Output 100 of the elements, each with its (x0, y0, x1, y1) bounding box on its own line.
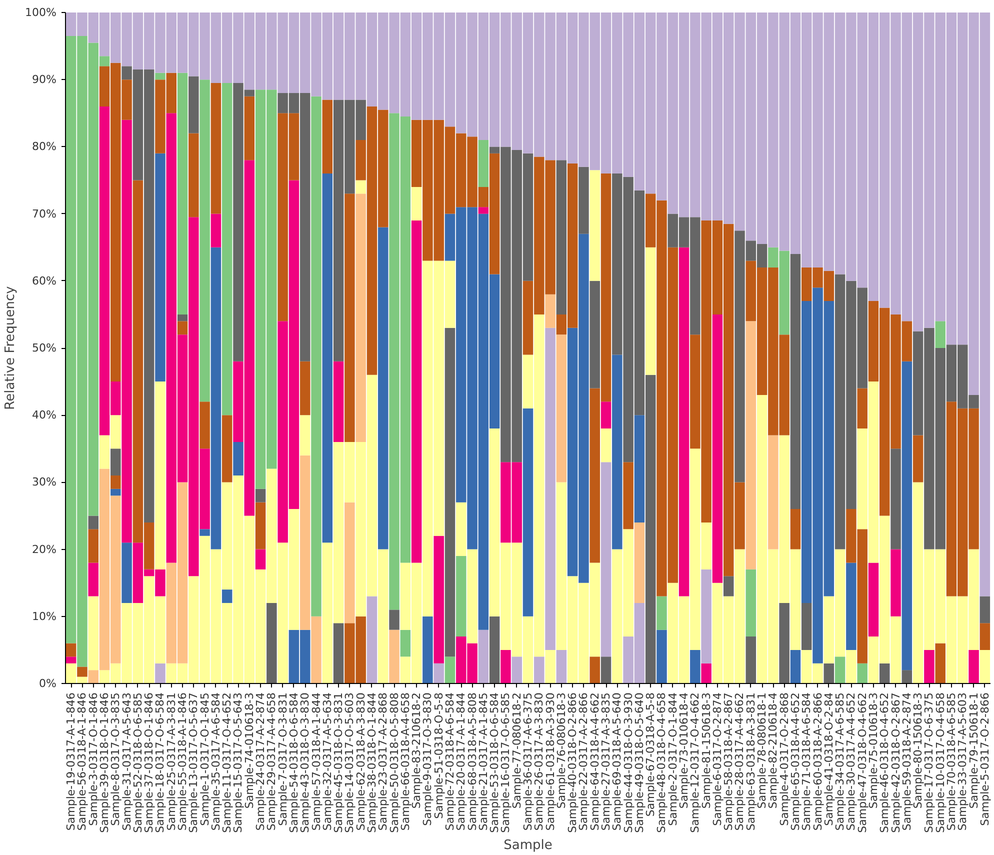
bar (478, 207, 489, 214)
y-tick-label: 50% (32, 342, 57, 354)
bar (110, 488, 121, 496)
x-tick-label: Sample-62-0318-A-3-830 (354, 692, 368, 831)
bar (333, 623, 344, 684)
x-tick-label: Sample-29-0317-A-4-658 (265, 692, 278, 831)
x-tick-label: Sample-31-0317-A-5-643 (120, 692, 134, 831)
x-tick-label: Sample-20-0317-A-1-844 (454, 692, 468, 831)
bar (489, 616, 500, 684)
x-tick-label: Sample-44-0318-O-3-930 (622, 692, 635, 833)
x-tick-label: Sample-75-010618-3 (866, 692, 880, 809)
x-tick-label: Sample-1-0317-O-1-845 (198, 692, 212, 826)
bar (378, 227, 388, 550)
x-tick-label: Sample-60-0318-A-2-866 (811, 692, 824, 831)
x-tick-label: Sample-16-0317-O-6-585 (499, 692, 512, 833)
bar (222, 590, 232, 603)
bar (968, 650, 979, 684)
x-tick-label: Sample-81-150618-3 (700, 692, 713, 809)
x-tick-label: Sample-10-0317-O-4-658 (934, 692, 947, 833)
bar (522, 408, 534, 616)
bar (188, 133, 199, 218)
bar (122, 542, 132, 603)
x-tick-label: Sample-12-0317-O-4-662 (688, 692, 702, 833)
bar (155, 153, 166, 382)
bar (444, 656, 456, 684)
bar (356, 194, 366, 442)
bar (790, 509, 801, 550)
bar (200, 80, 210, 402)
x-tick-label: Sample-83-210618-2 (410, 692, 424, 809)
x-tick-label: Sample-35-0317-A-6-584 (209, 692, 222, 831)
y-tick-label: 40% (32, 408, 57, 422)
bar (422, 616, 433, 684)
bar (556, 160, 567, 314)
x-tick-label: Sample-68-0318-A-5-808 (466, 692, 479, 831)
x-tick-label: Sample-67-0318-A-5-8 (644, 692, 658, 817)
bar (623, 462, 634, 530)
bar (188, 76, 199, 134)
bar (255, 488, 266, 502)
x-tick-label: Sample-30-0317-A-4-652 (844, 692, 858, 831)
x-tick-label: Sample-57-0318-A-1-844 (310, 692, 323, 831)
y-tick-label: 0% (39, 677, 56, 690)
bar (66, 643, 76, 657)
x-tick-label: Sample-52-0318-O-6-585 (131, 692, 144, 833)
x-tick-label: Sample-21-0317-A-1-845 (476, 692, 490, 831)
bar (255, 549, 266, 570)
bar (857, 663, 868, 684)
bar (768, 435, 778, 550)
x-tick-label: Sample-25-0317-A-3-831 (164, 692, 178, 831)
x-tick-label: Sample-77-080618-2 (510, 692, 524, 809)
bar (924, 650, 934, 684)
x-tick-label: Sample-53-0318-O-6-584 (488, 692, 502, 833)
x-tick-label: Sample-39-0318-O-1-846 (98, 692, 112, 833)
bar (333, 361, 344, 442)
x-tick-label: Sample-48-0318-O-4-658 (655, 692, 668, 833)
x-tick-label: Sample-32-0317-A-5-634 (320, 692, 334, 831)
bar (746, 321, 756, 570)
bar (88, 596, 98, 670)
bar (600, 402, 612, 429)
bar (311, 96, 322, 616)
y-tick-label: 30% (32, 476, 57, 489)
x-tick-label: Sample-19-0317-A-1-846 (64, 692, 78, 831)
bar (723, 576, 734, 596)
bar (868, 562, 879, 637)
bar (177, 314, 188, 322)
bar (935, 321, 946, 348)
x-tick-label: Sample-14-0317-O-5-603 (343, 692, 356, 833)
x-tick-label: Sample-56-0318-A-1-846 (76, 692, 89, 831)
bar (88, 562, 98, 596)
bar (66, 656, 76, 664)
x-tick-label: Sample-23-0317-A-2-868 (376, 692, 390, 831)
x-tick-label: Sample-18-0317-O-6-584 (154, 692, 167, 833)
bar (712, 314, 723, 583)
x-tick-label: Sample-26-0317-A-3-830 (532, 692, 546, 831)
bar (590, 280, 600, 388)
x-tick-label: Sample-33-0317-A-5-603 (956, 692, 970, 831)
bar (890, 549, 901, 616)
x-tick-label: Sample-71-0318-A-6-584 (800, 692, 814, 831)
x-tick-label: Sample-54-0318-O-6-584 (287, 692, 300, 833)
x-tick-label: Sample-69-0318-A-5-640 (610, 692, 624, 831)
bar (222, 82, 232, 416)
bar (444, 328, 456, 657)
x-tick-label: Sample-5-0317-O-2-866 (978, 692, 992, 826)
bar (634, 522, 645, 603)
bar (233, 442, 244, 476)
x-tick-label: Sample-4-0317-O-2-868 (778, 692, 791, 826)
x-tick-label: Sample-22-0317-A-2-866 (577, 692, 590, 831)
x-tick-label: Sample-45-0318-O-3-831 (332, 692, 346, 833)
bar (266, 602, 277, 684)
bar (400, 630, 411, 657)
y-tick-label: 80% (32, 140, 57, 154)
x-tick-label: Sample-7-0317-O-3-831 (276, 692, 290, 826)
bar (556, 334, 567, 482)
x-tick-label: Sample-72-0318-A-6-584 (443, 692, 456, 831)
bar (980, 596, 990, 624)
bar (411, 220, 422, 563)
bar (322, 174, 333, 543)
x-tick-label: Sample-6-0317-O-2-874 (710, 692, 724, 826)
x-tick-label: Sample-50-0318-O-5-808 (388, 692, 401, 833)
x-tick-label: Sample-79-150618-1 (967, 692, 980, 809)
x-tick-label: Sample-65-0318-A-4-652 (788, 692, 802, 831)
